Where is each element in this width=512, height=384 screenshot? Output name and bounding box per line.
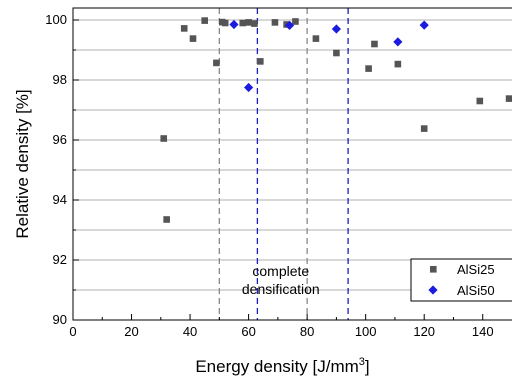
data-point-alsi25 [221,19,229,27]
data-point-alsi25 [476,97,484,105]
x-tick-label: 40 [183,324,197,339]
x-tick-label: 60 [241,324,255,339]
data-point-alsi25 [201,17,208,24]
data-point-alsi25 [160,135,168,142]
y-tick-label: 90 [53,312,67,327]
y-tick-label: 98 [53,72,67,87]
data-point-alsi25 [292,18,299,25]
x-axis-title-main: Energy density [J/mm [195,357,358,376]
legend-marker-alsi50 [428,285,438,295]
x-axis-title: Energy density [J/mm3] [195,356,369,376]
plot-frame [72,7,512,321]
annotation-line-2: densification [242,281,320,297]
x-axis-title-sup: 3 [359,356,365,368]
data-point-alsi50 [393,37,403,47]
x-tick-label: 0 [69,324,76,339]
data-point-alsi25 [239,19,247,27]
y-tick-label: 100 [45,12,67,27]
data-point-alsi25 [420,125,428,132]
y-axis-title: Relative density [%] [13,89,32,238]
data-point-alsi25 [245,19,252,26]
data-points [160,17,512,223]
data-point-alsi25 [365,65,372,72]
x-tick-label: 20 [124,324,138,339]
data-point-alsi50 [284,20,295,30]
data-point-alsi25 [180,25,188,32]
y-axis: 90 92 94 96 98 100 [45,12,79,327]
y-tick-label: 96 [53,132,67,147]
y-tick-label: 92 [53,252,67,267]
data-point-alsi25 [189,35,197,42]
legend-label-alsi50: AlSi50 [457,283,495,298]
data-point-alsi25 [163,216,170,223]
data-point-alsi25 [271,19,279,26]
legend-label-alsi25: AlSi25 [457,262,495,277]
data-point-alsi25 [312,35,320,42]
y-tick-label: 94 [53,192,67,207]
legend-box [410,258,512,302]
x-tick-label: 140 [472,324,494,339]
data-point-alsi50 [244,82,254,93]
data-point-alsi25 [257,58,264,65]
data-point-alsi50 [419,20,429,30]
data-point-alsi25 [333,49,340,57]
data-point-alsi25 [394,60,402,68]
legend-marker-alsi25 [430,266,437,273]
data-point-alsi50 [331,24,341,34]
grid-lines [73,19,512,291]
x-tick-label: 100 [355,324,377,339]
x-axis-title-suffix: ] [365,357,370,376]
data-point-alsi25 [251,20,258,27]
data-point-alsi25 [505,95,512,102]
data-point-alsi25 [371,40,378,48]
data-point-alsi50 [229,19,239,30]
x-tick-label: 120 [413,324,435,339]
legend: AlSi25 AlSi50 [410,258,512,302]
annotation-line-1: complete [252,263,309,279]
data-point-alsi25 [213,59,220,67]
x-tick-label: 80 [300,324,314,339]
x-axis: 0 20 40 60 80 100 120 140 [69,314,494,339]
